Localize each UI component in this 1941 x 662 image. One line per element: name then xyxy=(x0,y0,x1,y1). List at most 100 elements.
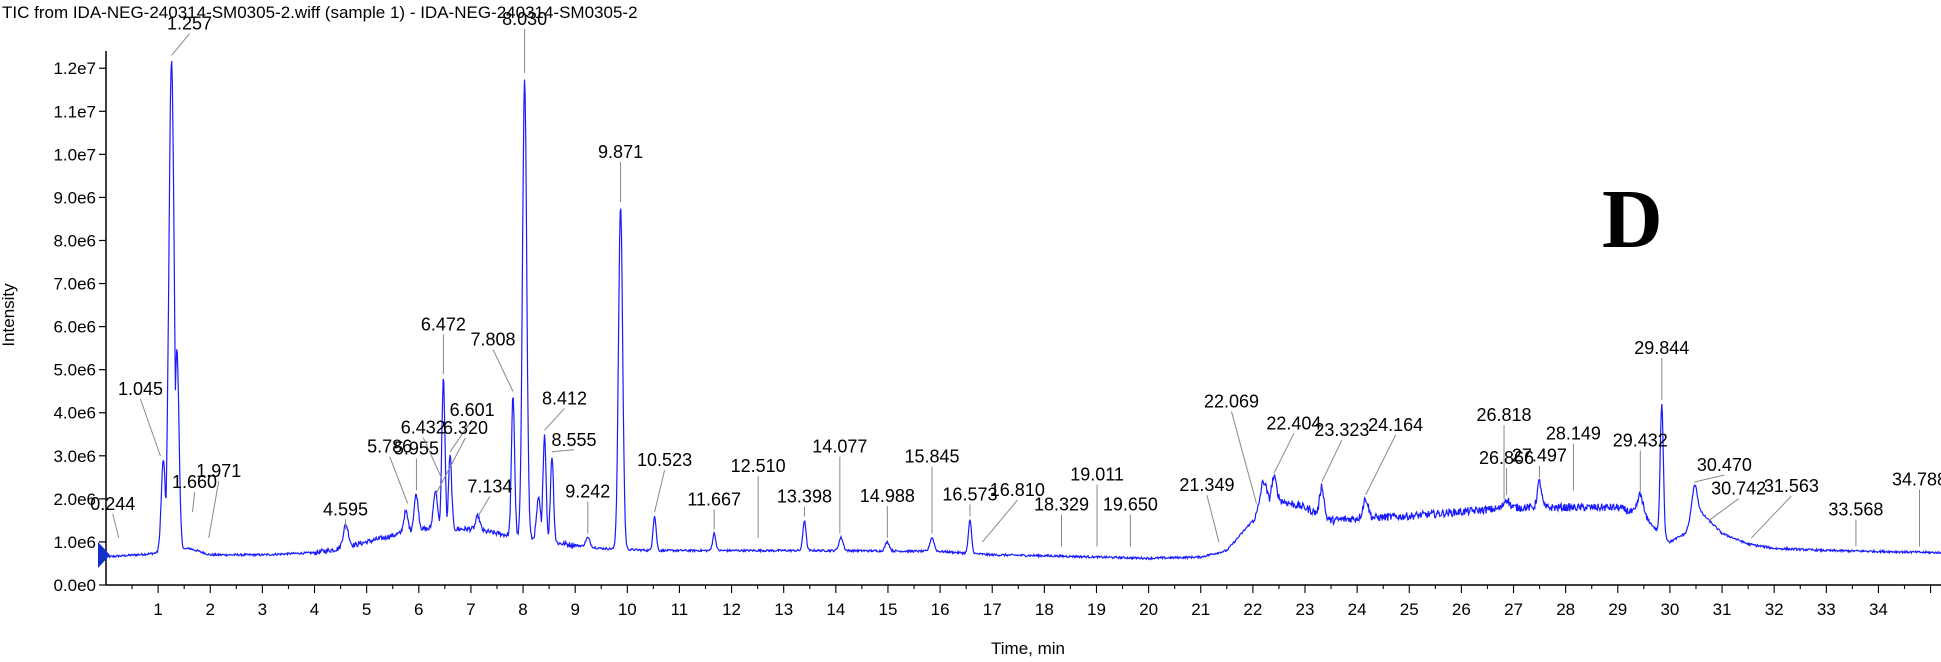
x-tick-label: 34 xyxy=(1869,600,1888,619)
x-tick-label: 12 xyxy=(722,600,741,619)
peak-label: 14.988 xyxy=(860,486,915,506)
peak-leader-line xyxy=(492,349,514,392)
peak-label: 8.412 xyxy=(542,388,587,408)
peak-label: 10.523 xyxy=(637,450,692,470)
peak-label: 16.573 xyxy=(942,484,997,504)
x-tick-label: 2 xyxy=(206,600,215,619)
x-tick-label: 13 xyxy=(774,600,793,619)
peak-leader-line xyxy=(140,398,161,457)
peak-leader-line xyxy=(192,492,196,513)
peak-leader-line xyxy=(171,33,190,56)
y-axis: 0.0e0 1.0e6 2.0e6 3.0e6 4.0e6 5.0e6 6.0e6 7.0e6… xyxy=(53,51,107,595)
x-tick-label: 9 xyxy=(570,600,579,619)
peak-leader-line xyxy=(112,513,120,539)
peak-label: 9.871 xyxy=(598,142,643,162)
peak-label: 30.470 xyxy=(1697,455,1752,475)
x-tick-label: 1 xyxy=(153,600,162,619)
y-tick-label: 5.0e6 xyxy=(53,361,96,380)
peak-label: 23.323 xyxy=(1314,420,1369,440)
x-tick-label: 15 xyxy=(878,600,897,619)
peak-label: 15.845 xyxy=(904,447,959,467)
peak-label: 29.432 xyxy=(1613,431,1668,451)
x-tick-label: 3 xyxy=(258,600,267,619)
start-marker-icon[interactable] xyxy=(98,542,110,568)
x-tick-label: 25 xyxy=(1400,600,1419,619)
peak-leader-line xyxy=(1708,498,1739,522)
peak-label: 1.045 xyxy=(118,379,163,399)
x-tick-label: 24 xyxy=(1348,600,1367,619)
x-tick-label: 31 xyxy=(1713,600,1732,619)
peak-label: 8.555 xyxy=(551,430,596,450)
peak-label: 5.955 xyxy=(394,439,439,459)
peak-label: 6.432 xyxy=(401,418,446,438)
peak-leader-line xyxy=(1206,495,1220,543)
peak-label: 1.971 xyxy=(196,461,241,481)
y-tick-label: 9.0e6 xyxy=(53,188,96,207)
y-tick-label: 6.0e6 xyxy=(53,318,96,337)
x-tick-label: 32 xyxy=(1765,600,1784,619)
peak-label: 6.601 xyxy=(450,400,495,420)
x-tick-label: 6 xyxy=(414,600,423,619)
x-tick-label: 21 xyxy=(1191,600,1210,619)
x-tick-label: 14 xyxy=(826,600,845,619)
peak-leader-line xyxy=(1230,411,1257,504)
peak-leader-line xyxy=(981,499,1018,543)
peak-label: 16.810 xyxy=(990,480,1045,500)
peak-label: 7.134 xyxy=(467,476,512,496)
peak-label: 22.404 xyxy=(1266,413,1321,433)
peak-label: 4.595 xyxy=(323,499,368,519)
peak-label: 24.164 xyxy=(1368,415,1423,435)
x-tick-label: 30 xyxy=(1660,600,1679,619)
peak-label: 0.244 xyxy=(90,494,135,514)
x-tick-label: 7 xyxy=(466,600,475,619)
peak-label: 5.786 xyxy=(367,436,412,456)
peak-label: 30.742 xyxy=(1711,479,1766,499)
peak-leader-line xyxy=(208,480,220,539)
x-tick-label: 19 xyxy=(1087,600,1106,619)
x-tick-label: 16 xyxy=(931,600,950,619)
peak-label: 26.866 xyxy=(1479,448,1534,468)
peak-label: 19.011 xyxy=(1070,465,1124,485)
peak-label: 12.510 xyxy=(731,456,786,476)
peak-label: 21.349 xyxy=(1179,475,1234,495)
x-tick-label: 18 xyxy=(1035,600,1054,619)
peak-leader-line xyxy=(449,419,473,453)
peak-leader-line xyxy=(1321,439,1343,483)
peak-leader-line xyxy=(1694,474,1725,483)
peak-leader-line xyxy=(544,407,565,431)
x-tick-label: 29 xyxy=(1608,600,1627,619)
x-tick-label: 11 xyxy=(671,600,689,619)
peak-label: 6.472 xyxy=(421,314,466,334)
peak-label: 14.077 xyxy=(812,437,867,457)
peak-label: 33.568 xyxy=(1828,500,1883,520)
peak-label: 22.069 xyxy=(1204,391,1259,411)
x-axis-title: Time, min xyxy=(991,639,1065,658)
peak-label: 31.563 xyxy=(1764,476,1819,496)
peak-leader-line xyxy=(477,496,491,517)
peak-label: 6.320 xyxy=(443,418,488,438)
y-tick-label: 1.2e7 xyxy=(53,59,96,78)
peak-label: 1.660 xyxy=(172,472,217,492)
x-tick-label: 33 xyxy=(1817,600,1836,619)
y-tick-label: 3.0e6 xyxy=(53,447,96,466)
peak-leader-line xyxy=(435,437,466,496)
tic-trace-group xyxy=(105,60,1941,561)
peak-label: 11.667 xyxy=(687,489,741,509)
x-tick-label: 27 xyxy=(1504,600,1523,619)
peak-leader-line xyxy=(389,456,409,504)
peak-label: 7.808 xyxy=(471,330,516,350)
x-tick-label: 10 xyxy=(618,600,637,619)
y-tick-label: 1.0e7 xyxy=(53,145,96,164)
peak-leader-line xyxy=(1273,433,1295,474)
x-tick-label: 8 xyxy=(518,600,527,619)
peak-label: 19.650 xyxy=(1103,495,1158,515)
peak-label: 8.030 xyxy=(502,9,547,29)
peak-leader-line xyxy=(1751,495,1792,539)
x-tick-label: 5 xyxy=(362,600,371,619)
peak-label: 27.497 xyxy=(1512,446,1567,466)
y-tick-label: 1.0e6 xyxy=(53,533,96,552)
chart-title: TIC from IDA-NEG-240314-SM0305-2.wiff (s… xyxy=(2,3,638,22)
peak-label: 26.818 xyxy=(1477,405,1532,425)
